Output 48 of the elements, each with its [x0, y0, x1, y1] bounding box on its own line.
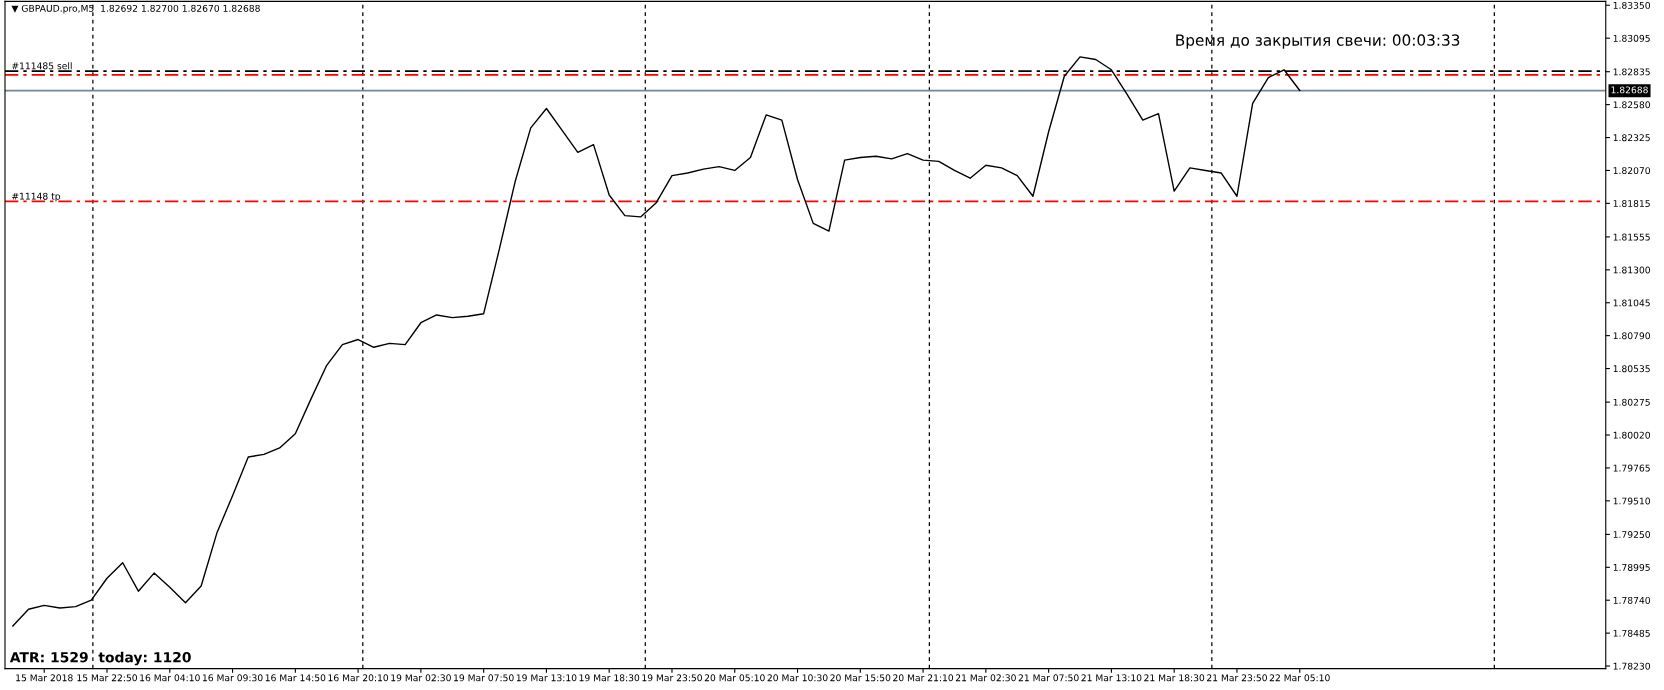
chart-title: ▼ GBPAUD.pro,M5 1.82692 1.82700 1.82670 1.82688	[11, 4, 260, 14]
y-tick-label: 1.81045	[1613, 299, 1650, 307]
x-tick-label: 16 Mar 20:10	[328, 674, 389, 682]
x-tick-label: 15 Mar 2018	[16, 674, 73, 682]
y-tick-label: 1.79250	[1613, 531, 1650, 538]
x-tick-label: 16 Mar 04:10	[140, 674, 200, 682]
x-tick-label: 21 Mar 13:10	[1081, 674, 1142, 682]
x-tick-label: 20 Mar 21:10	[893, 674, 954, 682]
annotation: Время до закрытия свечи: 00:03:33	[1176, 34, 1460, 49]
y-tick-label: 1.81815	[1613, 200, 1650, 207]
y-tick-label: 1.78740	[1613, 596, 1650, 604]
y-tick-label: 1.82580	[1613, 101, 1650, 109]
x-tick-label: 16 Mar 14:50	[265, 674, 326, 682]
y-tick-label: 1.80275	[1613, 398, 1650, 406]
x-tick-label: 22 Mar 05:10	[1269, 674, 1330, 682]
x-tick-label: 20 Mar 10:30	[767, 674, 828, 682]
y-tick-label: 1.82070	[1613, 167, 1650, 175]
y-tick-label: 1.79765	[1613, 464, 1650, 472]
y-tick-label: 1.78230	[1613, 662, 1650, 670]
y-tick-label: 1.79510	[1613, 497, 1650, 505]
annotation: ATR: 1529 today: 1120	[9, 651, 191, 666]
x-tick-label: 16 Mar 09:30	[202, 674, 263, 682]
y-tick-label: 1.80020	[1613, 431, 1650, 439]
x-tick-label: 19 Mar 13:10	[516, 674, 577, 682]
y-tick-label: 1.78995	[1613, 563, 1650, 571]
x-tick-label: 20 Mar 15:50	[830, 674, 891, 682]
x-tick-label: 21 Mar 23:50	[1207, 674, 1267, 682]
x-tick-label: 21 Mar 18:30	[1144, 674, 1205, 682]
y-tick-label: 1.81300	[1613, 266, 1650, 274]
x-tick-label: 21 Mar 07:50	[1018, 674, 1079, 682]
x-tick-label: 21 Mar 02:30	[955, 674, 1016, 682]
x-tick-label: 15 Mar 22:50	[77, 674, 137, 682]
y-tick-label: 1.78485	[1613, 629, 1650, 637]
x-tick-label: 19 Mar 23:50	[642, 674, 702, 682]
y-tick-label: 1.82325	[1613, 134, 1650, 142]
y-tick-label: 1.82835	[1613, 68, 1650, 76]
ref-line-label: 1.82688	[1611, 86, 1648, 94]
y-tick-label: 1.80535	[1613, 365, 1650, 373]
x-tick-label: 19 Mar 18:30	[579, 674, 640, 682]
x-tick-label: 20 Mar 05:10	[704, 674, 765, 682]
x-tick-label: 19 Mar 02:30	[391, 674, 451, 682]
y-tick-label: 1.80790	[1613, 332, 1650, 340]
x-tick-label: 19 Mar 07:50	[454, 674, 514, 682]
ref-line-label: #11148 tp	[12, 192, 61, 202]
y-tick-label: 1.83350	[1613, 1, 1650, 9]
y-tick-label: 1.83095	[1613, 34, 1650, 42]
ref-line-label: #111485 sell	[12, 62, 72, 70]
y-tick-label: 1.81555	[1613, 233, 1650, 241]
